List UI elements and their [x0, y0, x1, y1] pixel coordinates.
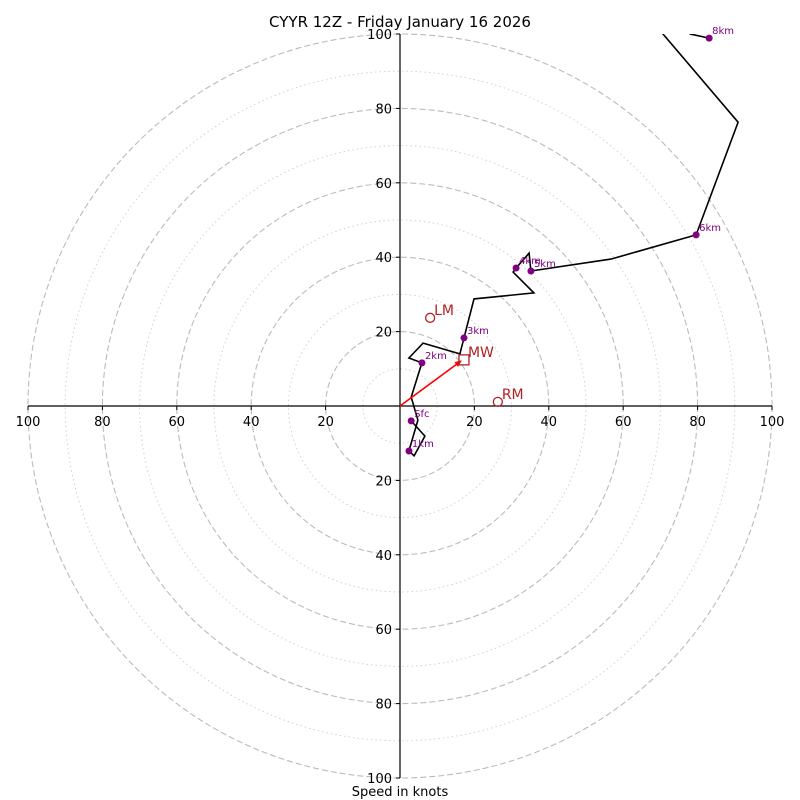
marker-lm [424, 312, 436, 323]
mean-wind-arrow [399, 360, 462, 407]
level-label-1km: 1km [412, 439, 434, 450]
level-label-5km: 5km [534, 259, 556, 270]
x-tick-label: 100 [760, 415, 785, 430]
hodograph-trace [407, 34, 740, 458]
x-tick-label: 100 [16, 415, 41, 430]
y-tick-label: 60 [375, 177, 392, 192]
y-tick-label: 100 [367, 28, 392, 43]
y-tick-label: 80 [375, 102, 392, 117]
storm-motion-markers: LM RM MW [424, 303, 524, 408]
chart-title: CYYR 12Z - Friday January 16 2026 [269, 13, 531, 31]
y-tick-label: 20 [375, 326, 392, 341]
x-tick-label: 20 [466, 415, 483, 430]
y-tick-label: 20 [375, 474, 392, 489]
x-tick-label: 60 [169, 415, 186, 430]
level-point-5km [527, 267, 535, 275]
level-label-sfc: Sfc [414, 409, 429, 420]
level-point-1km [405, 447, 413, 455]
level-label-3km: 3km [467, 326, 489, 337]
level-label-8km: 8km [712, 26, 734, 37]
level-point-4km [512, 264, 520, 272]
level-point-8km [705, 34, 713, 42]
mean-wind-vector [399, 360, 462, 407]
x-tick-label: 40 [541, 415, 558, 430]
x-axis-label: Speed in knots [352, 785, 449, 800]
y-tick-label: 60 [375, 623, 392, 638]
marker-rm [492, 396, 503, 408]
hodograph-line [407, 34, 740, 458]
level-point-2km [418, 359, 426, 367]
marker-label-mw: MW [468, 345, 494, 361]
x-tick-label: 80 [689, 415, 706, 430]
level-label-6km: 6km [699, 223, 721, 234]
level-label-2km: 2km [425, 351, 447, 362]
level-point-sfc [407, 417, 415, 425]
marker-mw [458, 354, 470, 366]
y-tick-label: 40 [375, 549, 392, 564]
y-tick-label: 40 [375, 251, 392, 266]
x-tick-label: 80 [94, 415, 111, 430]
x-tick-label: 20 [317, 415, 334, 430]
level-label-4km: 4km [519, 256, 541, 267]
x-tick-label: 60 [615, 415, 632, 430]
x-tick-label: 40 [243, 415, 260, 430]
y-tick-label: 80 [375, 698, 392, 713]
y-tick-label: 100 [367, 772, 392, 787]
marker-label-lm: LM [434, 303, 454, 319]
level-point-6km [692, 231, 700, 239]
level-point-3km [460, 334, 468, 342]
marker-label-rm: RM [502, 387, 524, 403]
tick-labels: 100 80 60 40 20 20 40 60 80 100 20 40 60 80 100 20 40 60 8… [16, 28, 785, 787]
